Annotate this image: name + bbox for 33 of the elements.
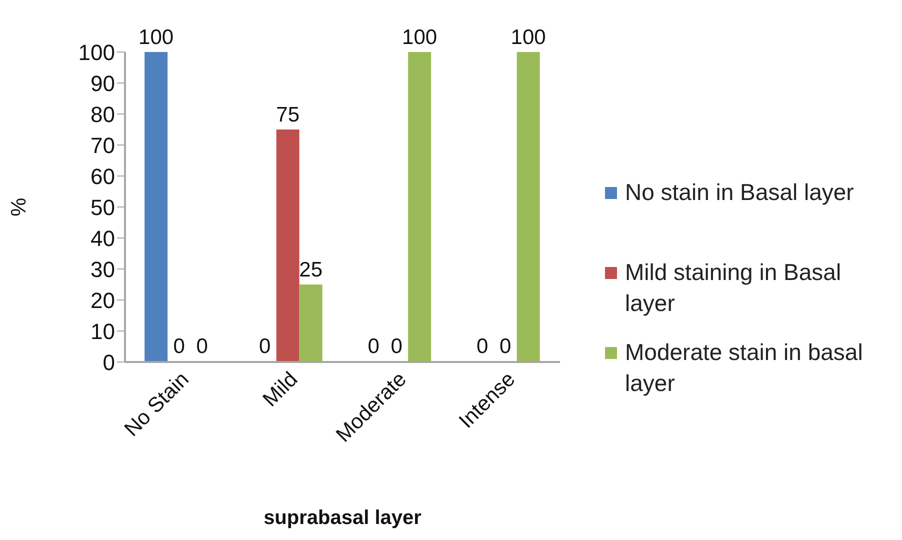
x-axis-title: suprabasal layer <box>264 507 422 529</box>
bar <box>516 52 540 362</box>
y-tick-label: 50 <box>90 194 115 220</box>
data-label: 0 <box>196 335 208 358</box>
data-label: 0 <box>173 335 185 358</box>
legend-label: Moderate stain in basal layer <box>625 338 864 398</box>
y-tick-label: 70 <box>90 132 115 158</box>
y-axis-title: % <box>7 198 30 216</box>
data-label: 0 <box>368 335 380 358</box>
bar <box>144 52 168 362</box>
bar <box>299 284 322 362</box>
data-label: 100 <box>138 26 174 49</box>
y-tick-label: 10 <box>90 318 115 344</box>
data-label: 100 <box>402 26 438 49</box>
data-label: 0 <box>499 335 512 358</box>
bar <box>408 52 432 362</box>
y-tick-label: 80 <box>90 102 115 127</box>
y-tick-label: 90 <box>90 70 115 96</box>
y-tick-label: 20 <box>90 288 115 313</box>
y-tick-label: 0 <box>102 350 115 375</box>
data-label: 0 <box>390 335 402 358</box>
y-tick-label: 40 <box>90 226 115 251</box>
data-label: 100 <box>510 26 546 49</box>
legend-label: No stain in Basal layer <box>625 178 855 207</box>
data-label: 0 <box>258 335 271 358</box>
data-label: 0 <box>476 335 488 358</box>
bar <box>276 130 300 362</box>
data-label: 75 <box>276 104 300 126</box>
y-tick-label: 100 <box>78 40 115 65</box>
legend-label: Mild staining in Basal layer <box>625 258 842 318</box>
y-tick-label: 60 <box>90 164 115 189</box>
data-label: 25 <box>299 258 323 282</box>
y-tick-label: 30 <box>90 256 115 282</box>
